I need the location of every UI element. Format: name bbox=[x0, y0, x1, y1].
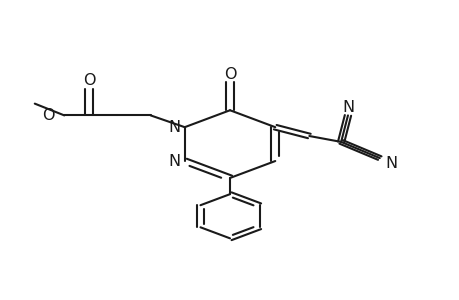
Text: O: O bbox=[83, 73, 95, 88]
Text: O: O bbox=[42, 108, 54, 123]
Text: N: N bbox=[384, 157, 396, 172]
Text: N: N bbox=[168, 154, 180, 169]
Text: O: O bbox=[223, 67, 236, 82]
Text: N: N bbox=[341, 100, 353, 115]
Text: N: N bbox=[168, 120, 180, 135]
